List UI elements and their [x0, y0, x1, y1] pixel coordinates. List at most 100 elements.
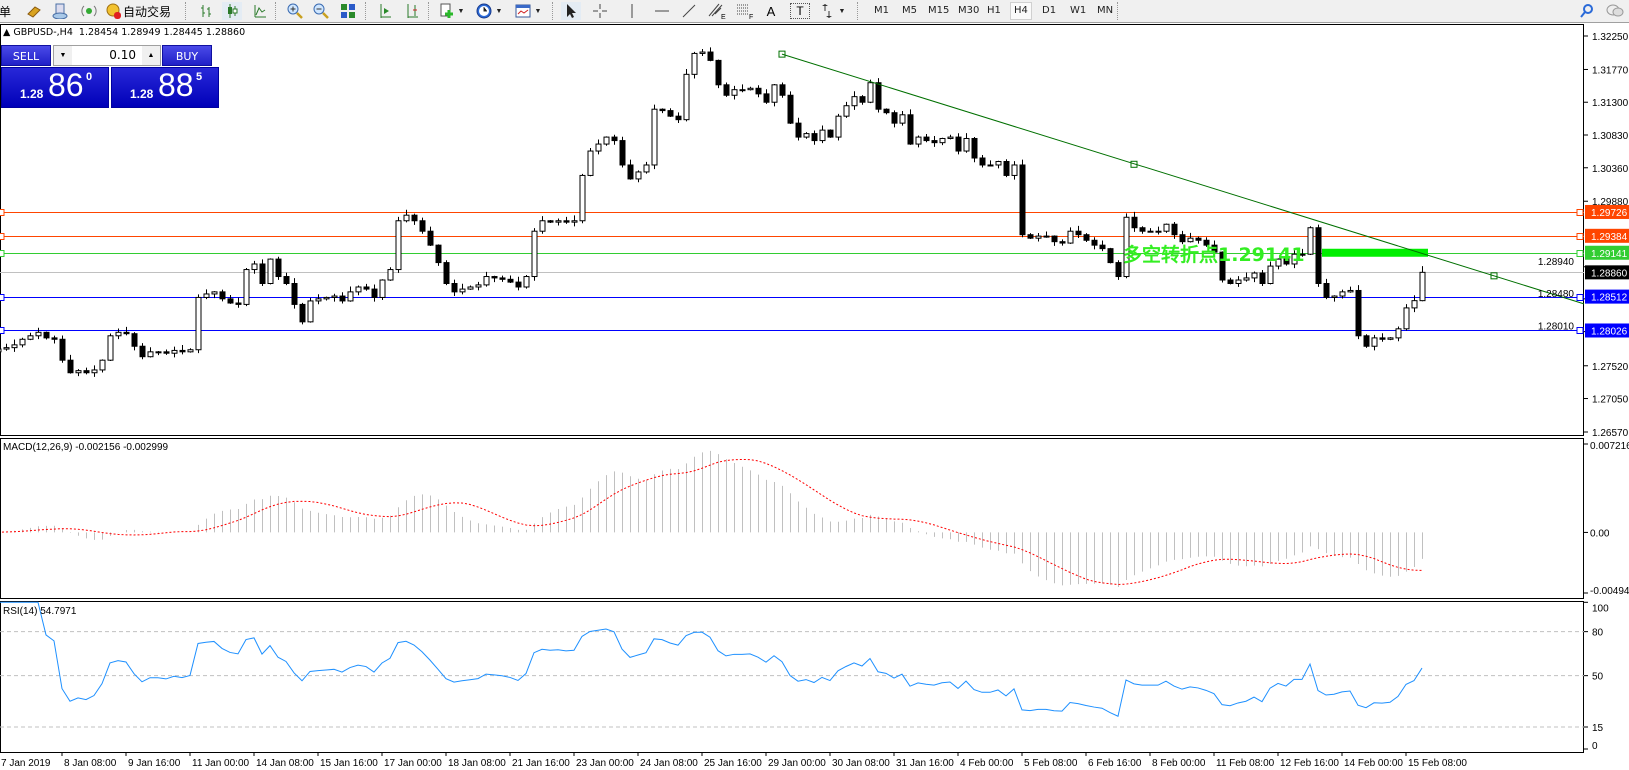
timeframe-m30[interactable]: M30 — [958, 5, 980, 16]
candle-bear — [275, 256, 282, 280]
zoom-out-icon[interactable] — [311, 2, 331, 20]
candle-bull — [843, 101, 850, 118]
trendline[interactable] — [778, 50, 1585, 305]
candle-bear — [1059, 239, 1066, 246]
timeframe-m5[interactable]: M5 — [902, 5, 917, 16]
candle-bear — [179, 345, 186, 355]
candle-bull — [899, 110, 906, 126]
candle-body — [715, 59, 722, 86]
candle-body — [1131, 216, 1138, 229]
candle-body — [403, 214, 410, 222]
chevron-down-icon[interactable]: ▼ — [838, 7, 846, 15]
timeframe-d1[interactable]: D1 — [1042, 5, 1057, 16]
lot-increase-icon[interactable]: ▲ — [142, 46, 160, 65]
chart-shift-icon[interactable] — [402, 2, 422, 20]
horizontal-line-icon[interactable] — [652, 2, 672, 20]
autotrading-icon[interactable] — [104, 2, 124, 20]
candle-body — [579, 174, 586, 222]
text-icon[interactable]: A — [766, 3, 776, 19]
price-tag-label: 1.29141 — [1591, 249, 1628, 260]
sell-button[interactable]: SELL — [1, 45, 51, 66]
candle-bear — [1219, 251, 1226, 283]
candle-body — [1123, 216, 1130, 278]
candle-body — [1179, 234, 1186, 243]
autotrading-button[interactable]: 自动交易 — [122, 4, 171, 19]
sell-price-button[interactable]: 1.28 86 0 — [1, 67, 109, 108]
vertical-line-icon[interactable] — [622, 2, 642, 20]
horizontal-lines — [0, 209, 1584, 334]
autoscroll-icon[interactable] — [375, 2, 395, 20]
candle-body — [67, 359, 74, 374]
sell-price-pips: 86 — [48, 67, 84, 103]
lot-size-input[interactable]: 0.10 — [109, 48, 136, 62]
candle-body — [1371, 337, 1378, 347]
price-tag — [1585, 245, 1629, 260]
candle-bull — [243, 268, 250, 307]
candle-bear — [787, 91, 794, 124]
candle-bear — [507, 275, 514, 283]
buy-button[interactable]: BUY — [162, 45, 212, 66]
timeframe-m15[interactable]: M15 — [928, 5, 950, 16]
time-tick-label: 21 Jan 16:00 — [512, 758, 570, 769]
fibonacci-fan-icon[interactable]: F — [734, 2, 756, 20]
bar-chart-icon[interactable] — [196, 2, 216, 20]
fibonacci-icon[interactable]: E — [706, 2, 728, 20]
new-indicator-icon[interactable] — [437, 2, 457, 20]
timeframe-m1[interactable]: M1 — [874, 5, 889, 16]
candle-bull — [347, 286, 354, 302]
chat-icon[interactable] — [1604, 2, 1626, 20]
candle-bull — [251, 260, 258, 274]
candle-bear — [1075, 225, 1082, 239]
text-label-icon[interactable]: T — [790, 3, 810, 19]
menu-text-cut: 单 — [0, 4, 12, 19]
timeframe-h1[interactable]: H1 — [987, 5, 1001, 16]
candle-bull — [1347, 286, 1354, 293]
arrows-icon[interactable] — [818, 2, 836, 20]
candlestick-icon[interactable] — [222, 2, 242, 20]
toolbar-separator — [365, 2, 367, 20]
timeframe-w1[interactable]: W1 — [1070, 5, 1087, 16]
toolbar-separator — [275, 2, 277, 20]
candle-bull — [851, 91, 858, 110]
candle-bear — [1003, 159, 1010, 178]
chevron-down-icon[interactable]: ▼ — [534, 7, 542, 15]
candle-body — [739, 89, 746, 92]
search-icon[interactable] — [1578, 2, 1596, 20]
candle-body — [547, 220, 554, 223]
tile-windows-icon[interactable] — [338, 2, 358, 20]
line-chart-icon[interactable] — [250, 2, 270, 20]
cloud-server-icon[interactable] — [50, 2, 70, 20]
candle-body — [955, 136, 962, 152]
candle-bear — [883, 108, 890, 115]
candle-body — [651, 108, 658, 166]
periods-clock-icon[interactable] — [474, 2, 494, 20]
collapse-arrow-icon[interactable]: ▲ — [3, 27, 14, 38]
candle-body — [83, 370, 90, 374]
gold-bars-icon[interactable] — [24, 2, 44, 20]
candle-bear — [1379, 333, 1386, 342]
candle-bull — [1043, 231, 1050, 238]
chevron-down-icon[interactable]: ▼ — [495, 7, 503, 15]
candle-body — [1379, 337, 1386, 340]
trendline-icon[interactable] — [679, 2, 699, 20]
buy-price-button[interactable]: 1.28 88 5 — [111, 67, 219, 108]
candle-body — [1283, 258, 1290, 265]
candle-bear — [123, 326, 130, 336]
candle-body — [947, 136, 954, 139]
timeframe-h4[interactable]: H4 — [1010, 2, 1032, 20]
cursor-icon[interactable] — [561, 2, 581, 20]
timeframe-mn[interactable]: MN — [1097, 5, 1114, 16]
crosshair-icon[interactable] — [590, 2, 610, 20]
lot-size-stepper[interactable]: ▼ 0.10 ▲ — [53, 45, 161, 66]
candle-body — [1091, 239, 1098, 246]
candle-bull — [211, 291, 218, 299]
chevron-down-icon[interactable]: ▼ — [457, 7, 465, 15]
candle-body — [259, 263, 266, 285]
templates-icon[interactable] — [513, 2, 533, 20]
pivot-annotation-text[interactable]: 多空转折点1.29141 — [1123, 243, 1305, 266]
zoom-in-icon[interactable] — [285, 2, 305, 20]
lot-decrease-icon[interactable]: ▼ — [54, 46, 72, 65]
signals-icon[interactable] — [79, 2, 99, 20]
candle-body — [1099, 244, 1106, 250]
